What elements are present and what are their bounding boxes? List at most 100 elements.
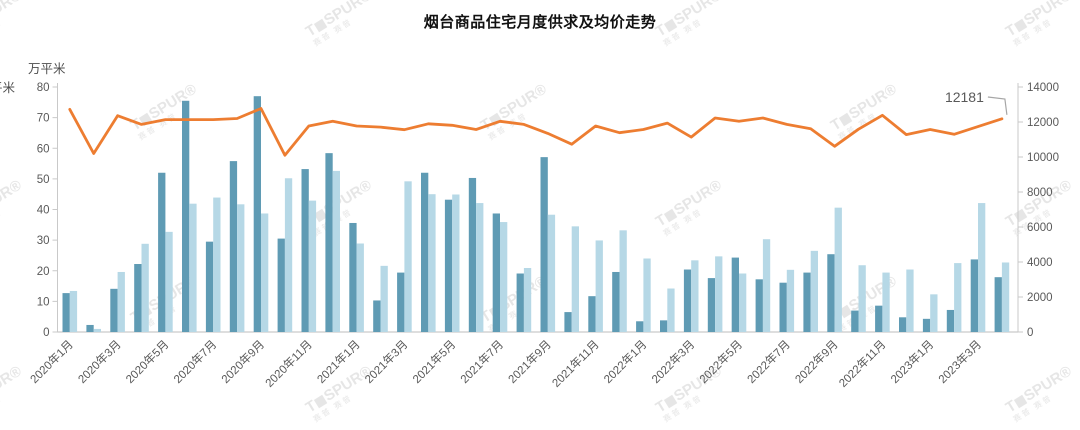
deal-bar — [619, 230, 627, 332]
deal-bar — [954, 263, 962, 332]
deal-bar — [476, 203, 484, 332]
right-axis-tick-label: 0 — [1027, 327, 1033, 339]
supply-bar — [970, 259, 978, 332]
deal-bar — [284, 178, 293, 332]
deal-bars — [69, 170, 1010, 332]
deal-bar — [810, 250, 818, 332]
deal-bar — [691, 260, 699, 332]
x-axis-tick-label: 2021年7月 — [457, 337, 506, 386]
x-axis-tick-label: 2022年3月 — [649, 337, 698, 386]
supply-bar — [851, 310, 859, 332]
supply-bar — [660, 320, 668, 332]
deal-bar — [906, 269, 914, 332]
supply-bar — [612, 271, 620, 332]
supply-bar — [205, 241, 214, 332]
supply-bar — [158, 172, 166, 332]
deal-bar — [762, 239, 771, 332]
supply-bar — [731, 257, 739, 332]
left-axis-tick-label: 60 — [37, 143, 50, 155]
right-axis-tick-label: 12000 — [1027, 117, 1059, 129]
supply-bar — [946, 309, 955, 332]
deal-bar — [69, 290, 78, 332]
supply-bar — [540, 157, 548, 332]
x-axis-tick-label: 2020年7月 — [171, 337, 220, 386]
supply-bars — [62, 96, 1002, 332]
deal-bar — [739, 273, 747, 332]
end-label-leader-line — [987, 96, 1008, 115]
deal-bar — [237, 204, 245, 332]
left-axis-tick-label: 70 — [37, 113, 50, 125]
deal-bar — [571, 226, 579, 332]
right-axis-unit: 元/平米 — [0, 81, 15, 95]
supply-bar — [707, 278, 716, 332]
deal-bar — [595, 240, 603, 332]
chart-title: 烟台商品住宅月度供求及均价走势 — [423, 14, 657, 31]
supply-bar — [86, 324, 94, 332]
left-axis-tick-label: 0 — [43, 327, 49, 339]
x-axis-tick-label: 2022年9月 — [792, 337, 841, 386]
deal-bar — [117, 271, 125, 332]
deal-bar — [213, 197, 221, 332]
deal-bar — [356, 243, 364, 332]
deal-bar — [547, 214, 556, 332]
deal-bar — [404, 181, 412, 332]
supply-bar — [588, 296, 596, 332]
x-axis-tick-label: 2020年3月 — [75, 337, 124, 386]
deal-bar — [93, 328, 101, 332]
supply-bar — [564, 312, 572, 332]
deal-bar — [643, 258, 651, 332]
deal-bar — [332, 170, 340, 332]
supply-bar — [994, 277, 1002, 332]
deal-bar — [1001, 262, 1010, 332]
supply-bar — [803, 272, 811, 332]
supply-bar — [349, 222, 357, 332]
supply-bar — [755, 279, 763, 332]
deal-bar — [261, 213, 269, 332]
deal-bar — [978, 203, 986, 332]
x-axis-tick-label: 2022年7月 — [744, 337, 793, 386]
x-axis-tick-label: 2021年5月 — [410, 337, 459, 386]
right-axis-tick-label: 8000 — [1027, 187, 1053, 199]
left-axis-tick-label: 80 — [37, 82, 50, 94]
x-axis-tick-label: 2023年3月 — [935, 337, 984, 386]
deal-bar — [930, 294, 938, 332]
deal-bar — [165, 231, 173, 332]
right-axis-tick-label: 14000 — [1027, 82, 1059, 94]
supply-bar — [325, 153, 333, 332]
supply-bar — [277, 238, 285, 332]
left-axis-tick-label: 50 — [37, 174, 50, 186]
right-axis-tick-label: 6000 — [1027, 222, 1053, 234]
deal-bar — [858, 265, 866, 332]
supply-bar — [636, 321, 644, 332]
deal-bar — [428, 194, 436, 332]
left-axis-tick-label: 40 — [37, 205, 50, 217]
left-axis-tick-label: 30 — [37, 235, 50, 247]
deal-bar — [452, 194, 460, 332]
supply-bar — [827, 254, 835, 332]
price-end-label: 12181 — [945, 89, 984, 105]
x-axis-tick-label: 2020年5月 — [123, 337, 172, 386]
deal-bar — [189, 203, 197, 332]
deal-bar — [882, 272, 890, 332]
deal-bar — [667, 288, 675, 332]
x-axis-tick-label: 2023年1月 — [888, 337, 937, 386]
supply-bar — [468, 177, 477, 332]
deal-bar — [308, 200, 317, 332]
deal-bar — [786, 269, 795, 332]
supply-bar — [134, 264, 142, 332]
x-axis-tick-label: 2020年11月 — [262, 337, 315, 390]
supply-bar — [373, 300, 381, 332]
supply-bar — [182, 100, 190, 332]
supply-bar — [922, 318, 931, 332]
x-axis-tick-label: 2022年1月 — [601, 337, 650, 386]
supply-bar — [229, 161, 238, 332]
price-line — [68, 107, 1004, 157]
deal-bar — [141, 243, 149, 332]
supply-bar — [110, 288, 118, 332]
x-axis-labels: 2020年1月 2020年3月 2020年5月 2020年7月 2020年9月2020年… — [27, 337, 984, 390]
supply-bar — [253, 96, 261, 332]
right-axis-tick-label: 10000 — [1027, 152, 1059, 164]
x-axis-tick-label: 2021年11月 — [549, 337, 602, 390]
